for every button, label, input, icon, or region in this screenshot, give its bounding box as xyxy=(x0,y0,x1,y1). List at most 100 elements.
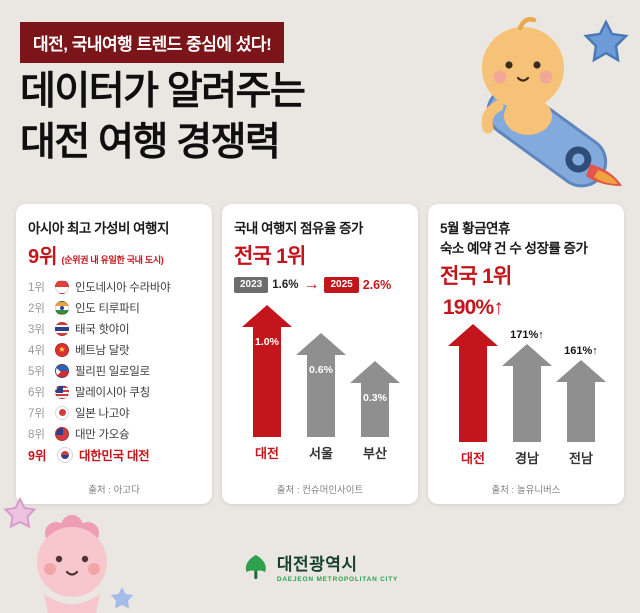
header-badge: 대전, 국내여행 트렌드 중심에 섰다! xyxy=(20,22,285,63)
destination-label: 인도 티루파티 xyxy=(75,302,140,315)
rank-label: 5위 xyxy=(28,365,45,378)
flag-philippines-icon xyxy=(55,363,69,378)
list-item: 8위 대만 가오슝 xyxy=(28,423,202,444)
star-icon xyxy=(583,19,629,63)
up-arrow-bar: 0.3% xyxy=(350,361,400,437)
rank-label: 1위 xyxy=(28,281,45,294)
rank-label: 9위 xyxy=(28,449,47,463)
up-arrow-bar xyxy=(502,344,552,442)
arrow-shaft: 0.3% xyxy=(361,383,389,437)
pink-baby-mascot-illustration xyxy=(3,496,134,613)
destination-label: 일본 나고야 xyxy=(75,407,130,420)
arrow-head xyxy=(296,333,346,355)
bar-label: 전남 xyxy=(569,451,593,466)
headline-rank: 전국 1위 xyxy=(234,245,306,268)
bar-value: 161%↑ xyxy=(564,345,598,357)
destination-label: 필리핀 일로일로 xyxy=(75,365,150,378)
value-2025: 2.6% xyxy=(362,278,392,292)
source-label: 출처 : 아고다 xyxy=(88,485,140,496)
baby-rocket-mascot-illustration xyxy=(481,17,629,188)
logo-subtext: DAEJEON METROPOLITAN CITY xyxy=(276,576,399,583)
right-arrow-icon: → xyxy=(303,276,320,293)
destination-label: 인도네시아 수라바야 xyxy=(75,281,171,294)
rank-label: 7위 xyxy=(28,407,45,420)
bar-label: 경남 xyxy=(515,451,539,466)
card-title: 국내 여행지 점유율 증가 xyxy=(234,221,363,236)
bar-value: 0.6% xyxy=(309,364,333,376)
flag-india-icon xyxy=(55,300,69,315)
ranking-card: 아시아 최고 가성비 여행지 9위 (순위권 내 유일한 국내 도시) 1위 인… xyxy=(16,204,212,504)
up-arrow-bar xyxy=(556,360,606,442)
page-title: 데이터가 알려주는 대전 여행 경쟁력 xyxy=(20,66,306,169)
list-item-daejeon: 9위 대한민국 대전 xyxy=(28,444,202,465)
flag-japan-icon xyxy=(55,405,69,420)
card-title-line-2: 숙소 예약 건 수 성장률 증가 xyxy=(440,241,588,256)
ranking-list: 1위 인도네시아 수라바야 2위 인도 티루파티 3위 태국 핫야이 4위 xyxy=(28,276,202,465)
up-arrow-bar: 1.0% xyxy=(242,305,292,437)
arrow-head xyxy=(242,305,292,327)
flag-south-korea-icon xyxy=(57,446,73,463)
rank-label: 8위 xyxy=(28,428,45,441)
share-bar-chart: 1.0% 대전 0.6% 서울 xyxy=(234,305,408,461)
year-badge-2023: 2023 xyxy=(234,277,269,293)
bar-label: 대전 xyxy=(255,446,279,461)
headline-rank: 전국 1위 xyxy=(440,265,512,288)
bar-daejeon: 190%↑ 대전 xyxy=(442,296,504,466)
stat-cards-row: 아시아 최고 가성비 여행지 9위 (순위권 내 유일한 국내 도시) 1위 인… xyxy=(16,204,624,504)
title-line-2: 대전 여행 경쟁력 xyxy=(20,121,281,165)
daejeon-logo-icon xyxy=(245,554,266,579)
up-arrow-bar: 0.6% xyxy=(296,333,346,437)
title-line-1: 데이터가 알려주는 xyxy=(20,70,306,113)
bar-label: 대전 xyxy=(461,451,485,466)
list-item: 1위 인도네시아 수라바야 xyxy=(28,276,202,297)
arrow-shaft: 0.6% xyxy=(307,355,335,437)
arrow-head xyxy=(350,361,400,383)
flag-malaysia-icon xyxy=(55,384,69,399)
list-item: 5위 필리핀 일로일로 xyxy=(28,360,202,381)
arrow-head xyxy=(556,360,606,382)
trend-row: 2023 1.6% → 2025 2.6% xyxy=(234,277,408,293)
star-icon xyxy=(3,496,37,529)
card-title-line-1: 5월 황금연휴 xyxy=(440,221,510,236)
arrow-shaft xyxy=(513,366,541,442)
bar-label: 서울 xyxy=(309,446,333,461)
source-label: 출처 : 컨슈머인사이트 xyxy=(276,485,364,496)
flag-vietnam-icon xyxy=(55,342,69,357)
value-2023: 1.6% xyxy=(272,279,299,291)
list-item: 7위 일본 나고야 xyxy=(28,402,202,423)
bar-label: 부산 xyxy=(363,446,387,461)
arrow-shaft xyxy=(567,382,595,442)
destination-label: 말레이시아 쿠칭 xyxy=(75,386,150,399)
destination-label: 대한민국 대전 xyxy=(79,449,150,463)
booking-bar-chart: 190%↑ 대전 171%↑ 경남 161%↑ xyxy=(440,296,614,466)
bar-value: 1.0% xyxy=(255,336,279,348)
list-item: 3위 태국 핫야이 xyxy=(28,318,202,339)
arrow-head xyxy=(502,344,552,366)
destination-label: 대만 가오슝 xyxy=(75,428,130,441)
daejeon-city-logo: 대전광역시 DAEJEON METROPOLITAN CITY xyxy=(242,550,398,583)
bar-value: 171%↑ xyxy=(510,329,544,341)
logo-texts: 대전광역시 DAEJEON METROPOLITAN CITY xyxy=(277,550,398,583)
list-item: 4위 베트남 달랏 xyxy=(28,339,202,360)
bar-busan: 0.3% 부산 xyxy=(348,361,402,461)
arrow-head xyxy=(448,324,498,346)
rank-label: 6위 xyxy=(28,386,45,399)
flag-thailand-icon xyxy=(55,321,69,336)
arrow-shaft xyxy=(459,346,487,442)
share-card: 국내 여행지 점유율 증가 전국 1위 2023 1.6% → 2025 2.6… xyxy=(222,204,418,504)
star-icon xyxy=(110,587,134,609)
bar-value: 190%↑ xyxy=(442,296,504,319)
bar-value: 0.3% xyxy=(363,392,387,404)
year-badge-2025: 2025 xyxy=(324,277,359,293)
card-title: 아시아 최고 가성비 여행지 xyxy=(28,221,169,236)
flag-indonesia-icon xyxy=(55,279,69,294)
destination-label: 태국 핫야이 xyxy=(75,323,130,336)
rank-number: 9위 xyxy=(28,246,58,268)
up-arrow-bar xyxy=(448,324,498,442)
rank-note: (순위권 내 유일한 국내 도시) xyxy=(61,255,164,265)
bar-jeonnam: 161%↑ 전남 xyxy=(554,345,608,466)
source-label: 출처 : 놀유니버스 xyxy=(491,485,561,496)
rank-label: 4위 xyxy=(28,344,45,357)
list-item: 6위 말레이시아 쿠칭 xyxy=(28,381,202,402)
